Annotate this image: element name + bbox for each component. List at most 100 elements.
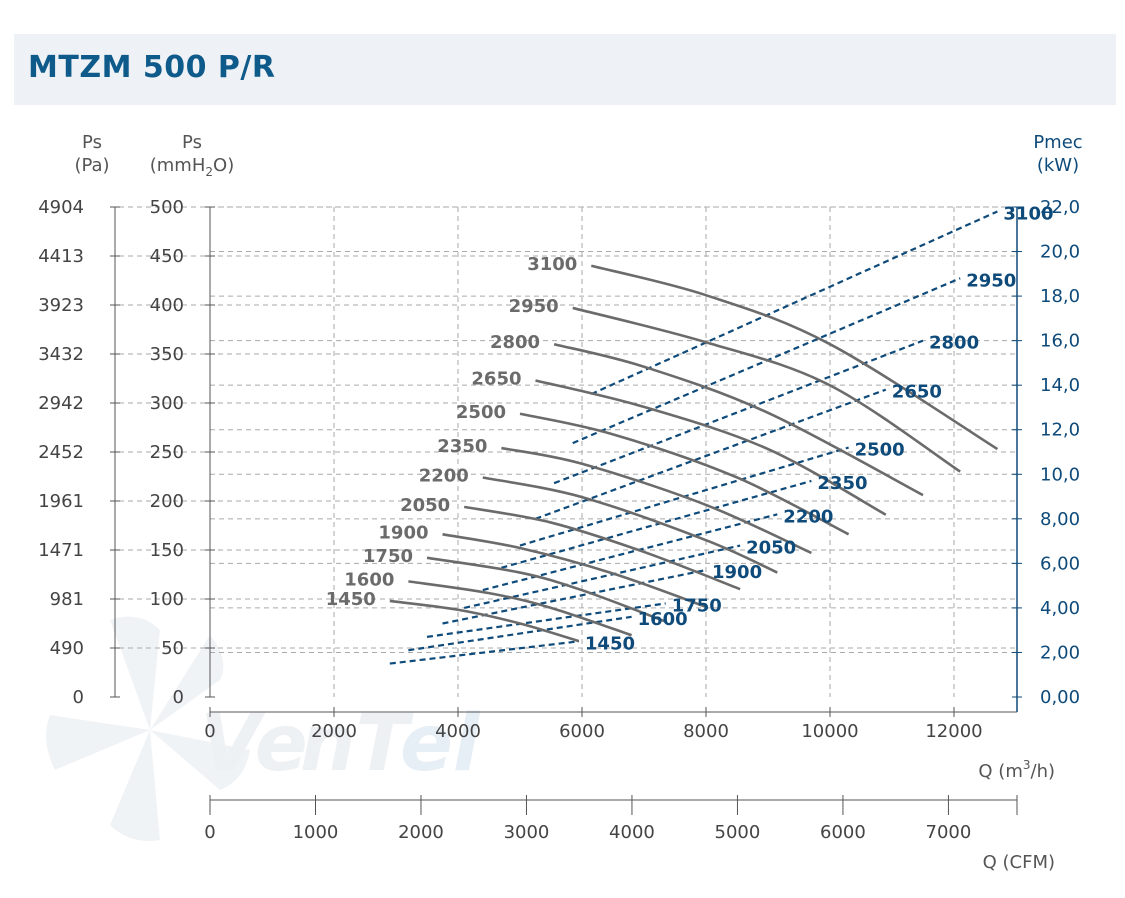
x-m3h-tick-label: 2000 <box>311 721 357 742</box>
title-bar: MTZM 500 P/R <box>14 34 1116 105</box>
pressure-curve-2350 <box>501 446 812 555</box>
pressure-curve-1900 <box>442 533 707 609</box>
pressure-label-1450: 1450 <box>326 589 376 610</box>
kw-tick-label: 2,00 <box>1040 642 1080 663</box>
kw-axis-label-top: Pmec <box>1033 132 1082 153</box>
mmh2o-tick-label: 500 <box>150 197 184 218</box>
x-cfm-tick-label: 6000 <box>820 822 866 843</box>
kw-tick-label: 4,00 <box>1040 598 1080 619</box>
svg-text:el: el <box>400 699 481 789</box>
pressure-curve-2050 <box>463 505 741 591</box>
power-line-2800 <box>553 339 924 485</box>
pa-tick-label: 3923 <box>38 295 84 316</box>
pressure-label-2350: 2350 <box>437 436 487 457</box>
power-line-2350 <box>501 479 812 569</box>
x-m3h-tick-label: 12000 <box>925 721 982 742</box>
mmh2o-tick-label: 300 <box>150 393 184 414</box>
power-label-2800: 2800 <box>929 333 979 354</box>
pa-tick-label: 1471 <box>38 540 84 561</box>
x-m3h-tick-label: 6000 <box>559 721 605 742</box>
pa-tick-label: 490 <box>50 638 84 659</box>
x-cfm-tick-label: 7000 <box>926 822 972 843</box>
pa-tick-label: 1961 <box>38 491 84 512</box>
pressure-label-1900: 1900 <box>378 522 428 543</box>
x-m3h-tick-label: 4000 <box>435 721 481 742</box>
pressure-label-1750: 1750 <box>363 546 413 567</box>
pa-tick-label: 3432 <box>38 344 84 365</box>
pressure-label-2200: 2200 <box>419 465 469 486</box>
mmh2o-tick-label: 0 <box>173 687 184 708</box>
pressure-label-2500: 2500 <box>456 402 506 423</box>
pa-axis-label-bottom: (Pa) <box>74 155 109 176</box>
pa-tick-label: 2452 <box>38 442 84 463</box>
pressure-curve-2950 <box>572 306 961 473</box>
power-label-1450: 1450 <box>585 633 635 654</box>
power-line-3100 <box>590 210 998 396</box>
power-line-1450 <box>389 640 580 665</box>
pressure-curve-2200 <box>482 476 778 574</box>
mmh2o-tick-label: 50 <box>161 638 184 659</box>
pressure-curve-3100 <box>590 264 999 451</box>
kw-tick-label: 6,00 <box>1040 553 1080 574</box>
power-line-1750 <box>426 602 666 638</box>
power-label-2050: 2050 <box>746 538 796 559</box>
kw-tick-label: 14,0 <box>1040 375 1080 396</box>
pa-tick-label: 4904 <box>38 197 84 218</box>
pressure-curve-2800 <box>553 342 924 497</box>
pressure-curve-2500 <box>519 412 850 536</box>
watermark-logo: Ve nT el <box>46 616 481 841</box>
power-line-2200 <box>482 513 778 592</box>
power-label-2200: 2200 <box>783 506 833 527</box>
mmh2o-axis-label-bottom: (mmH2O) <box>150 155 234 179</box>
pressure-label-1600: 1600 <box>344 569 394 590</box>
x-m3h-tick-label: 8000 <box>683 721 729 742</box>
mmh2o-tick-label: 350 <box>150 344 184 365</box>
pa-tick-label: 0 <box>73 687 84 708</box>
power-label-2650: 2650 <box>892 382 942 403</box>
mmh2o-tick-label: 100 <box>150 589 184 610</box>
pressure-curve-1600 <box>408 580 633 637</box>
mmh2o-tick-label: 150 <box>150 540 184 561</box>
kw-axis-label-bottom: (kW) <box>1037 155 1079 176</box>
x-cfm-tick-label: 4000 <box>609 822 655 843</box>
pressure-label-2650: 2650 <box>471 368 521 389</box>
kw-tick-label: 18,0 <box>1040 286 1080 307</box>
x-cfm-tick-label: 2000 <box>398 822 444 843</box>
mmh2o-axis-label-top: Ps <box>182 132 202 153</box>
power-line-2650 <box>535 388 887 520</box>
power-label-1900: 1900 <box>712 562 762 583</box>
svg-text:Ve: Ve <box>200 699 308 789</box>
mmh2o-tick-label: 450 <box>150 246 184 267</box>
kw-tick-label: 0,00 <box>1040 687 1080 708</box>
x-m3h-axis-label: Q (m3/h) <box>978 758 1055 782</box>
kw-tick-label: 8,00 <box>1040 509 1080 530</box>
power-label-3100: 3100 <box>1003 203 1053 224</box>
x-cfm-tick-label: 0 <box>204 822 215 843</box>
pressure-label-2800: 2800 <box>490 332 540 353</box>
x-cfm-tick-label: 1000 <box>293 822 339 843</box>
power-label-2350: 2350 <box>817 473 867 494</box>
pa-tick-label: 4413 <box>38 246 84 267</box>
x-cfm-tick-label: 3000 <box>504 822 550 843</box>
kw-tick-label: 20,0 <box>1040 242 1080 263</box>
power-label-2500: 2500 <box>855 440 905 461</box>
pressure-curve-1450 <box>389 599 580 643</box>
pressure-label-2050: 2050 <box>400 495 450 516</box>
x-cfm-tick-label: 5000 <box>715 822 761 843</box>
chart-title: MTZM 500 P/R <box>28 50 276 85</box>
power-label-1600: 1600 <box>638 609 688 630</box>
x-cfm-axis-label: Q (CFM) <box>983 852 1055 873</box>
power-label-2950: 2950 <box>966 270 1016 291</box>
mmh2o-tick-label: 200 <box>150 491 184 512</box>
kw-tick-label: 22,0 <box>1040 197 1080 218</box>
pressure-curve-1750 <box>426 556 667 623</box>
power-label-1750: 1750 <box>672 595 722 616</box>
pa-tick-label: 981 <box>50 589 84 610</box>
kw-tick-label: 10,0 <box>1040 464 1080 485</box>
x-m3h-tick-label: 10000 <box>801 721 858 742</box>
mmh2o-tick-label: 400 <box>150 295 184 316</box>
kw-tick-label: 16,0 <box>1040 331 1080 352</box>
svg-text:nT: nT <box>300 699 415 789</box>
power-line-1600 <box>408 615 632 652</box>
